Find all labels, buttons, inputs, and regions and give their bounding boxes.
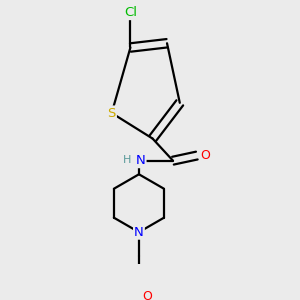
Text: N: N [134, 226, 144, 239]
Text: Cl: Cl [124, 6, 137, 19]
Text: O: O [200, 149, 210, 162]
Text: N: N [136, 154, 146, 167]
Text: O: O [142, 290, 152, 300]
Text: H: H [123, 155, 131, 165]
Text: S: S [107, 106, 116, 119]
